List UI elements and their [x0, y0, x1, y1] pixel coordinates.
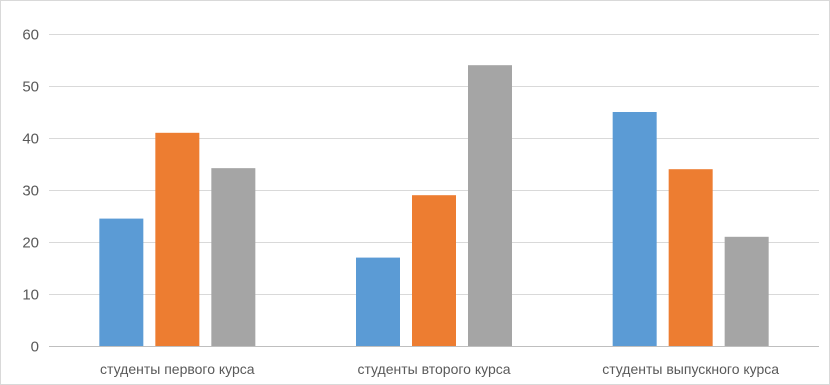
bar-series2-2 [412, 195, 456, 346]
bar-series3-3 [724, 236, 769, 346]
y-tick-label: 20 [22, 235, 39, 252]
bar-series3-1 [211, 168, 256, 346]
bar-series1-2 [356, 257, 400, 346]
axis-labels: 0 10 20 30 40 50 60 студенты первого курса студе… [22, 27, 779, 378]
bars [99, 65, 769, 346]
y-tick-label: 60 [22, 27, 39, 44]
bar-series3-2 [468, 65, 512, 346]
y-tick-label: 40 [22, 131, 39, 148]
y-tick-label: 0 [31, 339, 39, 356]
bar-series1-3 [612, 112, 657, 346]
y-tick-label: 50 [22, 79, 39, 96]
y-tick-label: 30 [22, 183, 39, 200]
bar-series2-1 [155, 132, 200, 346]
x-category-label: студенты первого курса [100, 361, 255, 377]
bar-series2-3 [668, 169, 713, 346]
x-category-label: студенты выпускного курса [602, 361, 779, 377]
x-category-label: студенты второго курса [357, 361, 510, 377]
bar-series1-1 [99, 218, 144, 346]
y-tick-label: 10 [22, 287, 39, 304]
